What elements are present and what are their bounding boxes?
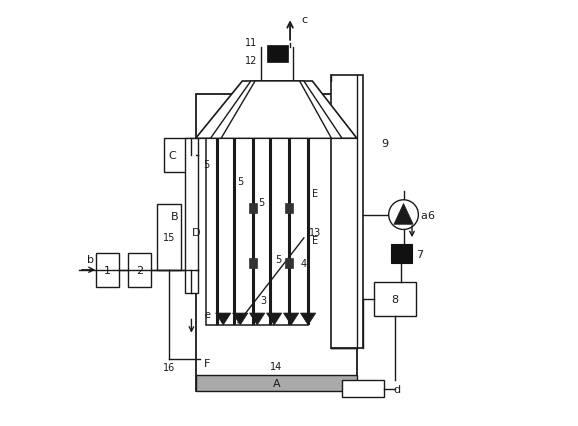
Bar (285, 259, 293, 268)
Text: 10: 10 (310, 114, 323, 124)
Bar (331, 75, 363, 348)
Bar (206, 139, 308, 325)
Polygon shape (196, 82, 357, 139)
Bar (374, 283, 416, 317)
Text: 3: 3 (261, 296, 266, 305)
Text: E: E (312, 236, 318, 245)
Text: 5: 5 (203, 159, 209, 169)
Bar (164, 139, 196, 173)
Text: 14: 14 (270, 361, 283, 371)
Text: 11: 11 (245, 37, 257, 47)
Text: B: B (171, 211, 179, 221)
Text: A: A (272, 378, 280, 388)
Text: 1: 1 (104, 265, 111, 275)
Text: C: C (168, 151, 176, 161)
Text: E: E (312, 189, 318, 199)
Text: e: e (204, 310, 210, 320)
Bar (266, 46, 288, 63)
Polygon shape (250, 313, 265, 325)
Text: d: d (393, 384, 400, 394)
Bar (285, 204, 293, 213)
Text: 5: 5 (258, 197, 265, 207)
Bar (249, 259, 257, 268)
Text: 4: 4 (301, 259, 307, 269)
Text: 6: 6 (427, 210, 434, 220)
Text: 7: 7 (416, 249, 424, 259)
Text: 13: 13 (309, 227, 321, 237)
Bar (157, 204, 181, 270)
Bar (96, 253, 119, 287)
Polygon shape (216, 313, 231, 325)
Polygon shape (210, 82, 342, 139)
Text: 5: 5 (237, 176, 243, 186)
Polygon shape (266, 313, 282, 325)
Polygon shape (301, 313, 316, 325)
Text: 9: 9 (381, 139, 388, 149)
Text: 5: 5 (275, 255, 281, 265)
Polygon shape (221, 82, 331, 139)
Text: b: b (87, 255, 94, 265)
Text: 8: 8 (391, 295, 399, 305)
Text: a: a (421, 210, 427, 220)
Circle shape (388, 200, 418, 230)
Text: D: D (191, 227, 200, 237)
Bar (342, 380, 384, 397)
Text: 12: 12 (245, 56, 257, 66)
Bar (196, 375, 357, 391)
Text: 10: 10 (262, 100, 274, 109)
Text: F: F (204, 358, 210, 368)
Text: 2: 2 (136, 265, 143, 275)
Bar (249, 204, 257, 213)
Bar (391, 245, 412, 264)
Bar (196, 95, 357, 391)
Polygon shape (232, 313, 248, 325)
Text: c: c (302, 15, 308, 26)
Bar (128, 253, 151, 287)
Bar (185, 139, 198, 294)
Polygon shape (394, 204, 413, 225)
Polygon shape (283, 313, 299, 325)
Text: 15: 15 (163, 232, 175, 242)
Text: 16: 16 (163, 363, 175, 372)
